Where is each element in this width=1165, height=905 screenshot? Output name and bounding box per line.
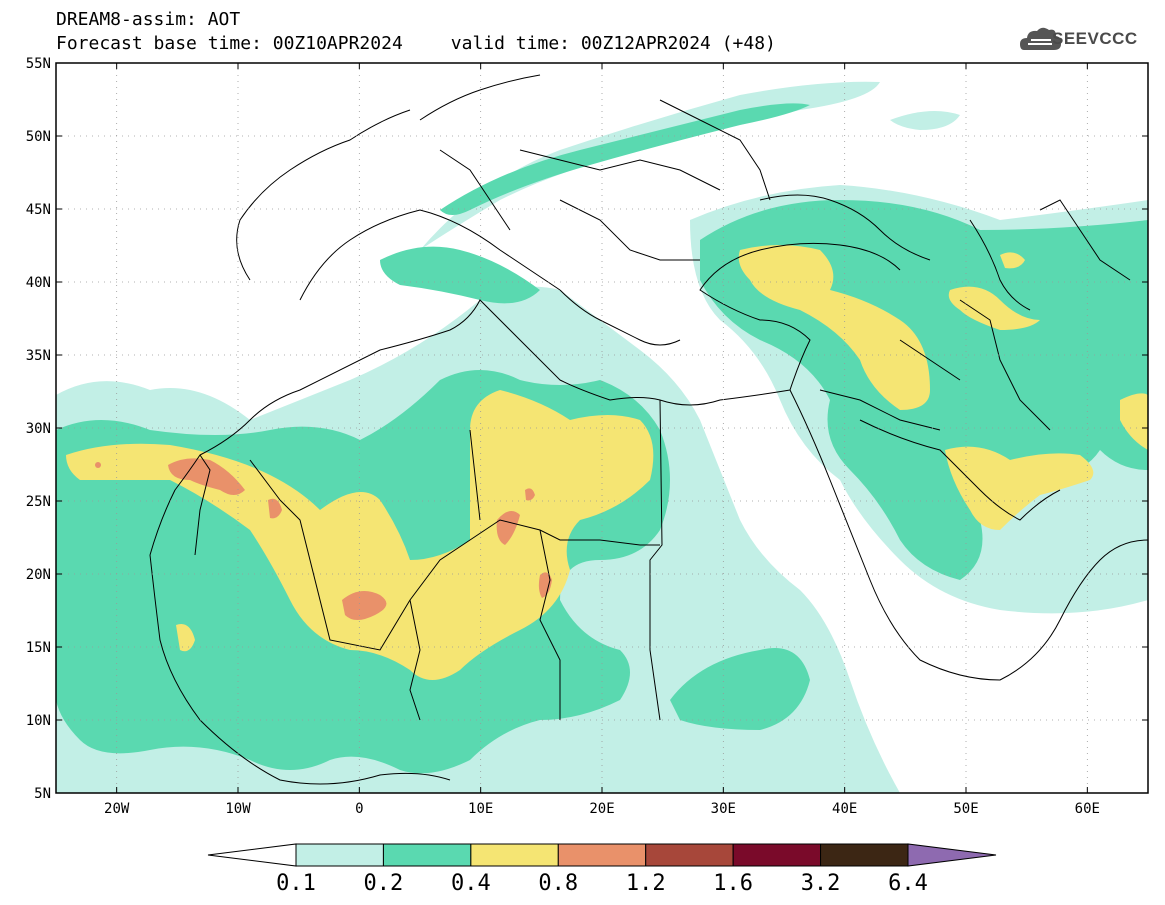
map-title: DREAM8-assim: AOT bbox=[56, 9, 241, 30]
logo-text: SEEVCCC bbox=[1052, 29, 1138, 48]
lat-label: 50N bbox=[26, 129, 51, 145]
forecast-times: Forecast base time: 00Z10APR2024 valid ti… bbox=[56, 34, 776, 54]
lon-label: 10W bbox=[225, 801, 251, 817]
aot-contours bbox=[56, 81, 1148, 793]
colorbar-box bbox=[820, 843, 909, 867]
colorbar-box bbox=[645, 843, 734, 867]
lat-label: 40N bbox=[26, 275, 51, 291]
lat-label: 35N bbox=[26, 348, 51, 364]
lon-label: 50E bbox=[953, 801, 978, 817]
colorbar-box bbox=[382, 843, 472, 867]
colorbar-box bbox=[470, 843, 559, 867]
lat-label: 15N bbox=[26, 640, 51, 656]
lat-label: 10N bbox=[26, 713, 51, 729]
colorbar: 0.1 0.2 0.4 0.8 1.2 1.6 3.2 6.4 bbox=[207, 843, 997, 896]
colorbar-label: 1.6 bbox=[713, 871, 753, 896]
longitude-labels: 20W 10W 0 10E 20E 30E 40E 50E 60E bbox=[104, 801, 1100, 817]
lat-label: 55N bbox=[26, 56, 51, 72]
borders bbox=[194, 99, 1131, 721]
colorbar-label: 0.8 bbox=[538, 871, 578, 896]
latitude-labels: 55N 50N 45N 40N 35N 30N 25N 20N 15N 10N 5N bbox=[26, 56, 51, 802]
colorbar-label: 1.2 bbox=[626, 871, 666, 896]
lat-label: 45N bbox=[26, 202, 51, 218]
lon-label: 0 bbox=[355, 801, 363, 817]
colorbar-label: 3.2 bbox=[801, 871, 841, 896]
lon-label: 20W bbox=[104, 801, 130, 817]
base-time: Forecast base time: 00Z10APR2024 bbox=[56, 33, 403, 54]
lon-label: 60E bbox=[1075, 801, 1100, 817]
lon-label: 40E bbox=[832, 801, 857, 817]
colorbar-low-triangle bbox=[207, 843, 297, 867]
colorbar-box bbox=[557, 843, 647, 867]
lon-label: 20E bbox=[589, 801, 614, 817]
colorbar-box bbox=[732, 843, 822, 867]
lat-label: 25N bbox=[26, 494, 51, 510]
axis-ticks bbox=[56, 62, 1148, 794]
lon-label: 10E bbox=[468, 801, 493, 817]
colorbar-label: 6.4 bbox=[888, 871, 928, 896]
aot-band-0.8 bbox=[95, 458, 552, 620]
lon-label: 30E bbox=[711, 801, 736, 817]
colorbar-label: 0.4 bbox=[451, 871, 491, 896]
cloud-logo-icon bbox=[1020, 27, 1062, 50]
lat-label: 5N bbox=[34, 786, 51, 802]
valid-time: valid time: 00Z12APR2024 (+48) bbox=[450, 33, 776, 54]
colorbar-label: 0.2 bbox=[364, 871, 404, 896]
lat-label: 30N bbox=[26, 421, 51, 437]
colorbar-label: 0.1 bbox=[276, 871, 316, 896]
colorbar-box bbox=[295, 843, 384, 867]
lat-label: 20N bbox=[26, 567, 51, 583]
map-grid bbox=[56, 63, 1148, 793]
colorbar-high-triangle bbox=[907, 843, 997, 867]
